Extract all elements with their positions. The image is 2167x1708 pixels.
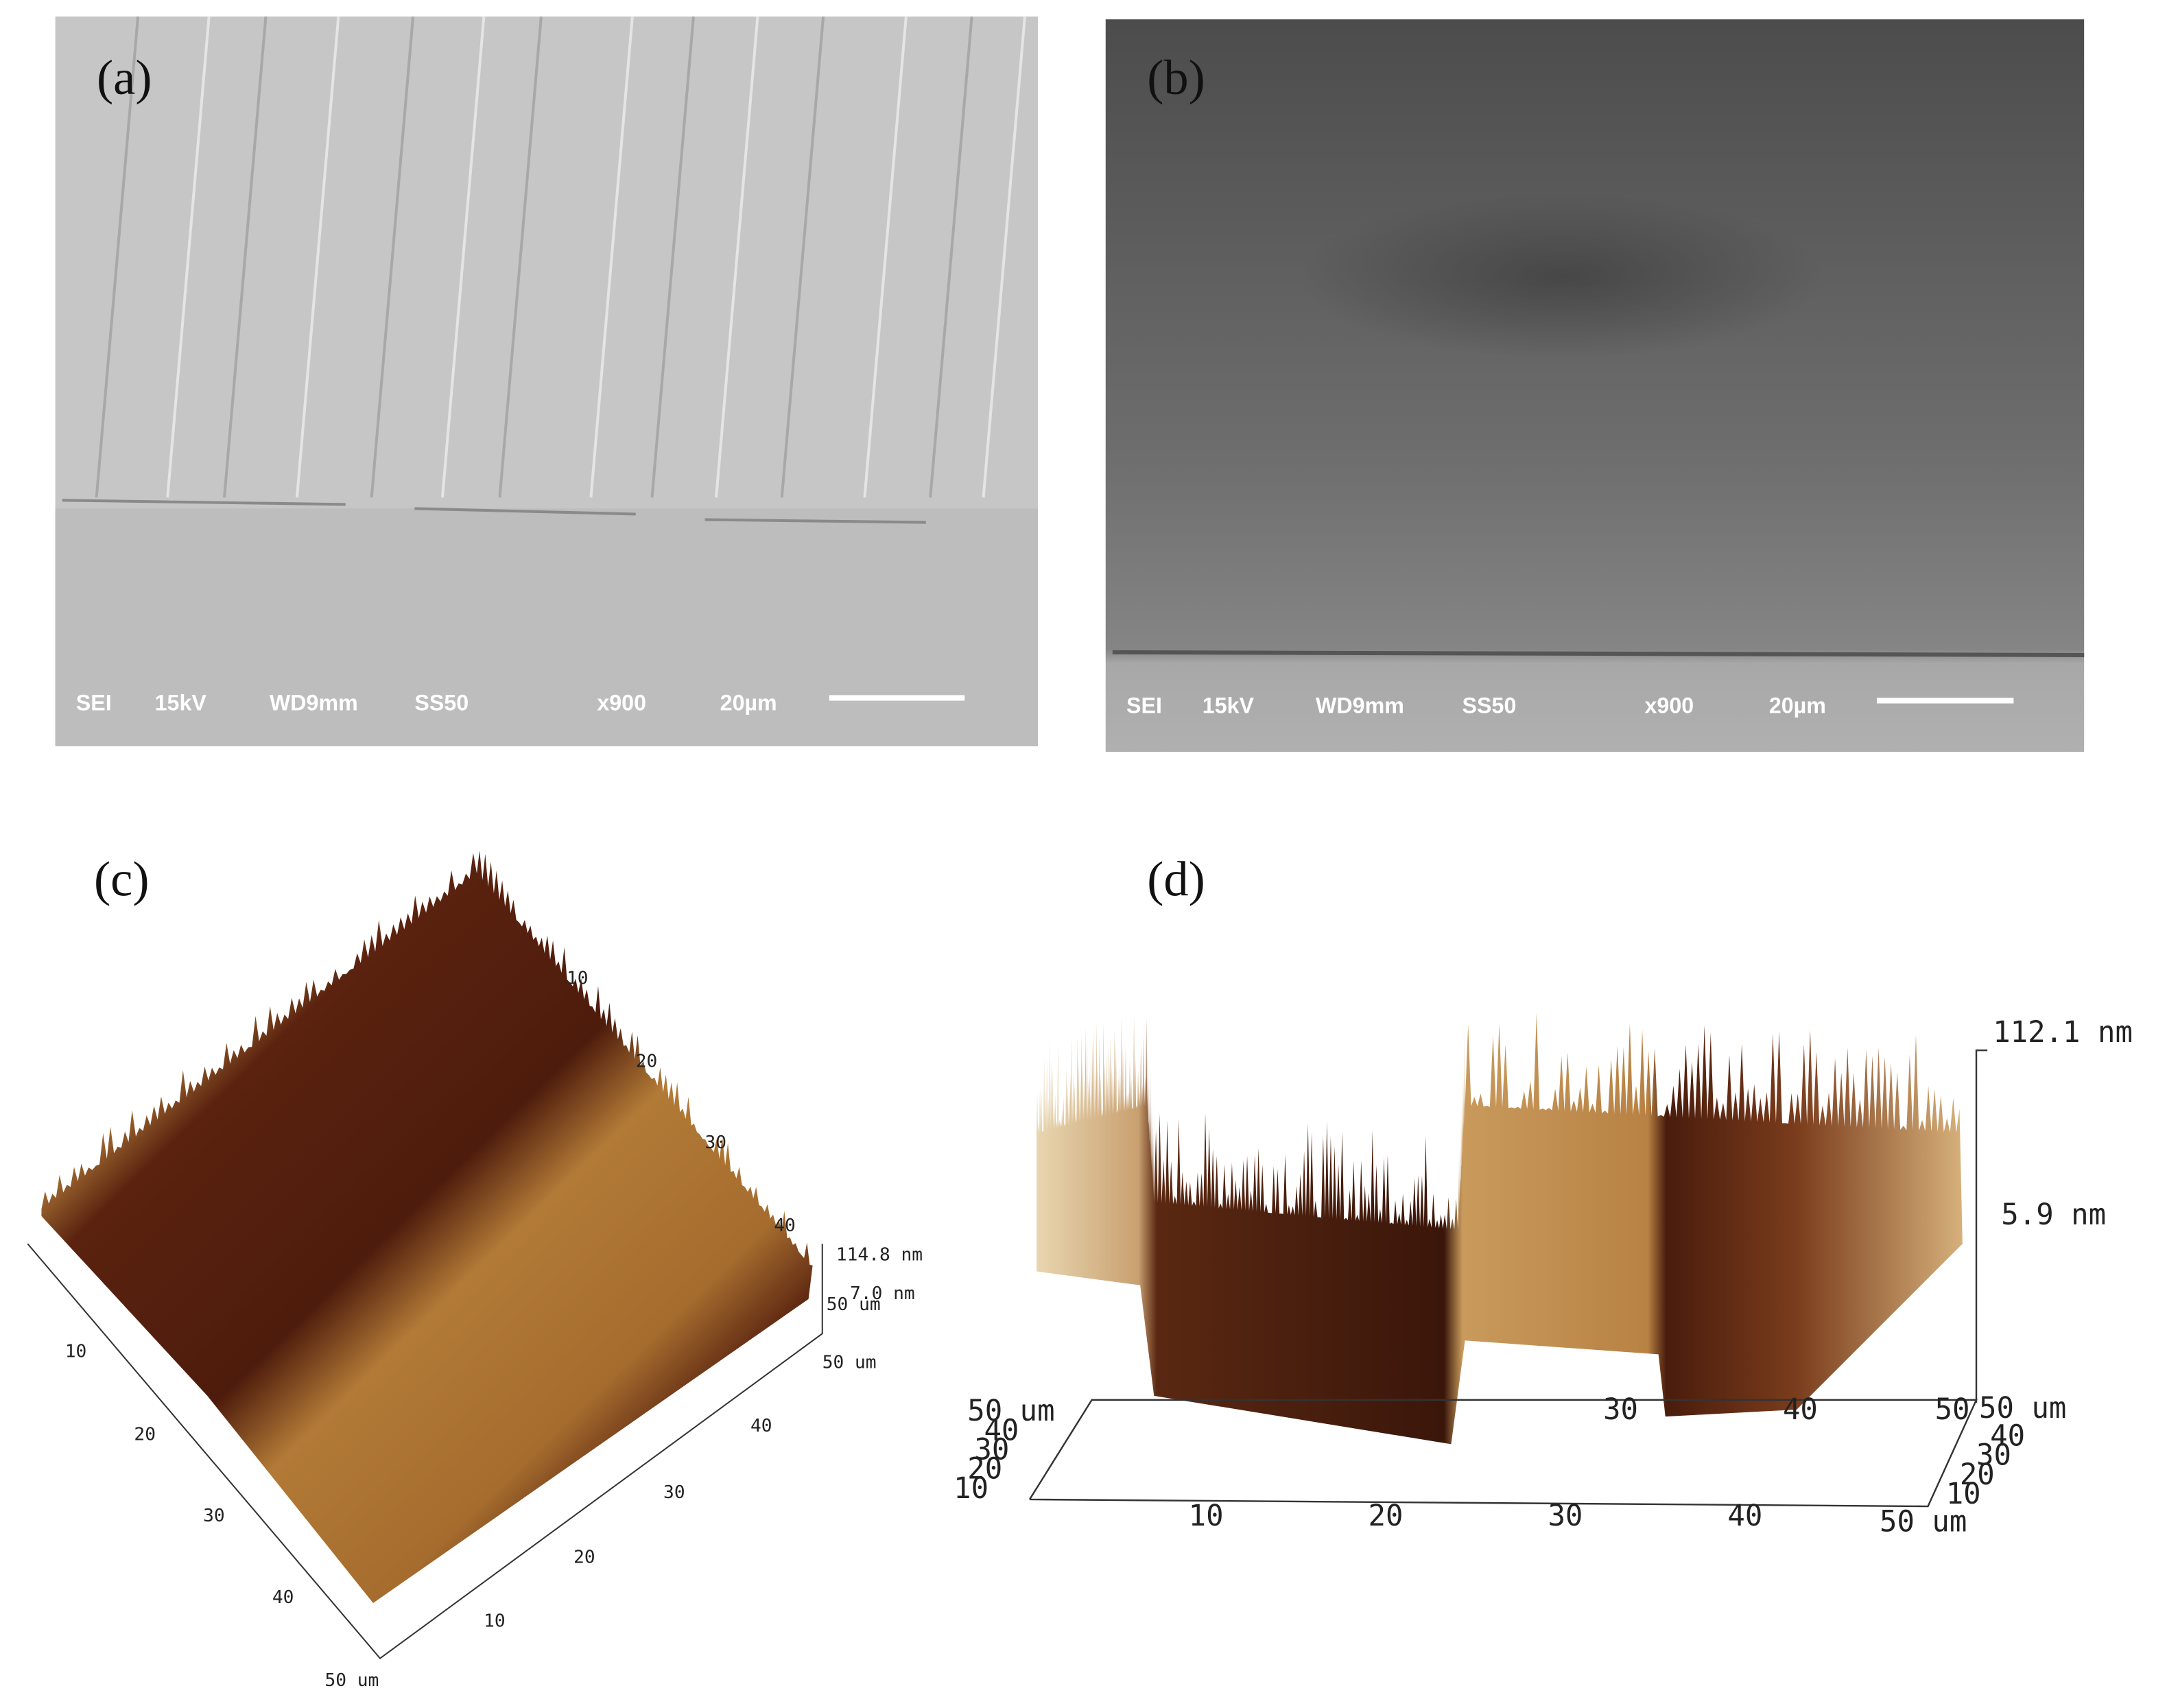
axis-tick: 30 [1976,1438,2011,1472]
trench-edge [715,16,759,498]
axis-tick: 30 [704,1132,726,1153]
sem-info: x900 [597,691,646,715]
axis-tick: 30 [1603,1392,1638,1426]
axis-tick: 40 [1727,1499,1762,1532]
axis-tick: 20 [1369,1499,1404,1532]
axis-tick: 10 [484,1611,506,1631]
axis-tick: 10 [1946,1477,1981,1510]
z-label: 112.1 nm [1993,1015,2133,1049]
sem-info: SEI [76,691,112,715]
trench-edge [780,16,825,498]
z-label: 114.8 nm [836,1244,923,1265]
panel-label: (b) [1147,49,1205,105]
trench-edge [370,16,415,498]
axis-tick: 20 [967,1452,1002,1486]
trench-edge [982,16,1026,498]
trench-edge [222,16,268,498]
trench-edge [863,16,908,498]
sem-info: SEI [1126,693,1162,718]
trench-edge [295,16,340,498]
axis-tick: 20 [1960,1458,1995,1491]
axis-tick: 10 [65,1341,87,1362]
axis-tick: 50 um [827,1294,881,1315]
trench-edge [498,16,543,498]
panel-label: (a) [97,49,152,105]
sem-shadow-b [1299,193,1825,359]
figure-root: (a) SEI 15kV WD9mm SS50 x900 20µm (b) SEI 15kV WD9… [27,16,2133,1691]
sem-image-b [1105,19,2085,752]
sem-info: x900 [1644,693,1694,718]
trench-bottom [62,499,346,506]
axis-tick: 50 [1935,1392,1970,1426]
sem-info: SS50 [414,691,469,715]
afm-axis [27,1243,823,1660]
trench-bottom [704,518,926,524]
sem-interface-b [1112,650,2085,657]
axis-tick: 40 [984,1413,1019,1447]
axis-tick: 30 [1548,1499,1583,1532]
axis-tick: 10 [954,1471,988,1505]
sem-info: WD9mm [1316,693,1404,718]
z-label: 5.9 nm [2001,1198,2106,1231]
sem-info: 20µm [1769,693,1826,718]
axis-tick: 40 [272,1587,294,1608]
z-label: 7.0 nm [850,1283,915,1304]
sem-info: 15kV [155,691,207,715]
trench-edge [589,16,634,498]
axis-tick: 10 [567,968,589,988]
trench-edge [95,16,140,498]
sem-info: SS50 [1463,693,1517,718]
afm-surface [1037,1012,1963,1445]
sem-info: WD9mm [270,691,358,715]
panel-label: (d) [1147,851,1205,907]
trench-edge [650,16,695,498]
axis-tick: 40 [1783,1392,1818,1426]
axis-tick: 10 [1189,1499,1224,1532]
axis-tick: 20 [573,1547,595,1568]
axis-tick: 40 [1990,1419,2025,1452]
axis-tick: 50 um [1979,1391,2066,1425]
sem-info: 15kV [1203,693,1255,718]
trench-bottom [414,507,636,516]
axis-tick: 50 um [324,1670,379,1691]
axis-tick: 50 um [967,1394,1054,1427]
axis-tick: 30 [974,1433,1009,1467]
trench-edge [929,16,973,498]
panel-label: (c) [94,851,149,907]
axis-tick: 30 [203,1506,225,1526]
axis-tick: 20 [636,1051,658,1071]
axis-tick: 40 [750,1416,772,1436]
axis-tick: 20 [134,1424,156,1445]
sem-substrate-a [55,508,1039,746]
afm-surface [41,851,813,1604]
trench-edge [166,16,211,498]
axis-tick: 50 um [1880,1504,1967,1538]
afm-plane [1028,1399,1978,1508]
afm-axis [1975,1049,1988,1403]
axis-tick: 50 um [822,1353,877,1373]
sem-info: 20µm [720,691,777,715]
axis-tick: 40 [774,1215,796,1236]
trench-edge [440,16,486,498]
axis-tick: 30 [663,1482,685,1503]
